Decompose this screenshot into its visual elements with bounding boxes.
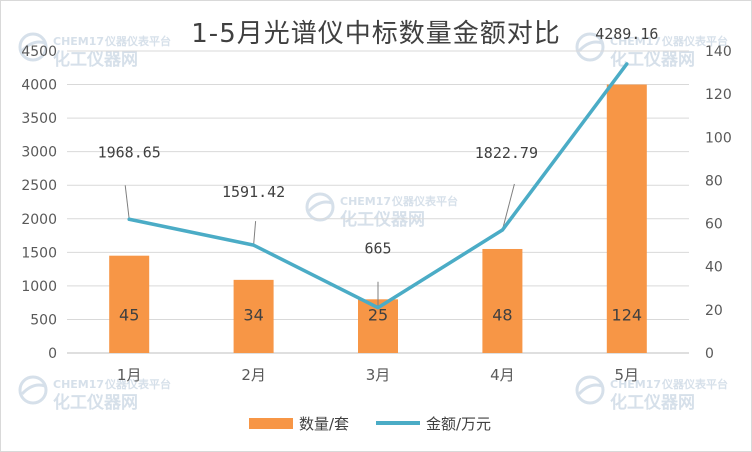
bar-labels: 45 34 25 48 124 (119, 305, 642, 324)
chart-title: 1-5月光谱仪中标数量金额对比 (191, 19, 561, 49)
watermark-small-text: 仪器仪表平台 (661, 34, 728, 48)
leader-lines (124, 183, 515, 308)
watermark-name: 化工仪器网 (610, 49, 695, 70)
watermark-swoosh-icon (577, 383, 603, 396)
bar-data-label: 34 (243, 305, 263, 324)
line-data-label: 1591.42 (222, 183, 285, 201)
watermark-name: 化工仪器网 (340, 209, 425, 230)
bar (606, 84, 647, 354)
watermark-swoosh-icon (20, 383, 46, 396)
leader-line (501, 183, 515, 231)
left-axis-tick-label: 2500 (21, 178, 57, 194)
right-axis-tick-label: 20 (705, 303, 723, 319)
x-axis-tick-label: 4月 (490, 366, 515, 384)
left-axis-tick-label: 4000 (21, 78, 57, 94)
watermark-logo-text: CHEM17 (610, 35, 661, 48)
left-axis-tick-label: 0 (48, 346, 57, 362)
line-data-label: 4289.16 (595, 25, 658, 43)
left-axis-tick-label: 1500 (21, 245, 57, 261)
x-axis-ticks: 1月 2月 3月 4月 5月 (117, 366, 639, 384)
watermark-logo-text: CHEM17 (340, 195, 391, 208)
legend-line-swatch (376, 421, 420, 425)
left-axis-ticks: 0 500 1000 1500 2000 2500 3000 3500 4000 4500 (21, 44, 57, 362)
right-axis-tick-label: 40 (705, 260, 723, 276)
watermark-name: 化工仪器网 (53, 49, 138, 70)
bar-data-label: 25 (368, 305, 388, 324)
legend-item-quantity: 数量/套 (249, 411, 349, 435)
x-axis-tick-label: 2月 (241, 366, 266, 384)
watermark-small-text: 仪器仪表平台 (104, 377, 171, 391)
watermark-name: 化工仪器网 (610, 392, 695, 411)
watermark-small-text: 仪器仪表平台 (104, 34, 171, 48)
legend: 数量/套 金额/万元 (1, 411, 751, 435)
left-axis-tick-label: 3000 (21, 145, 57, 161)
left-axis-tick-label: 2000 (21, 212, 57, 228)
watermark-logo-text: CHEM17 (53, 35, 104, 48)
watermark-small-text: 仪器仪表平台 (661, 377, 728, 391)
legend-bar-swatch (249, 417, 293, 429)
legend-item-amount: 金额/万元 (376, 411, 491, 435)
leader-line (253, 221, 257, 246)
watermark-small-text: 仪器仪表平台 (391, 194, 458, 208)
bar-series (109, 84, 647, 354)
left-axis-tick-label: 4500 (21, 44, 57, 60)
line-labels: 1968.65 1591.42 665 1822.79 4289.16 (98, 25, 659, 258)
bar-data-label: 48 (492, 305, 512, 324)
line-data-label: 665 (364, 240, 391, 258)
watermark-circle-icon (18, 32, 48, 62)
watermark-swoosh-icon (20, 40, 46, 53)
legend-label-amount: 金额/万元 (426, 414, 492, 433)
watermark-circle-icon (575, 32, 605, 62)
left-axis-tick-label: 3500 (21, 111, 57, 127)
watermark-circle-icon (575, 375, 605, 405)
line-data-label: 1968.65 (98, 143, 161, 161)
left-axis-tick-label: 500 (30, 312, 57, 328)
bar-data-label: 124 (612, 305, 643, 324)
watermark-circle-icon (18, 375, 48, 405)
right-axis-tick-label: 0 (705, 346, 714, 362)
bar (233, 279, 274, 353)
legend-label-quantity: 数量/套 (299, 414, 350, 433)
watermark-circle-icon (305, 192, 335, 222)
x-axis-tick-label: 5月 (615, 366, 640, 384)
right-axis-tick-label: 60 (705, 217, 723, 233)
bar (482, 248, 523, 353)
watermark-name: 化工仪器网 (53, 392, 138, 411)
line-data-label: 1822.79 (475, 144, 538, 162)
right-axis-tick-label: 100 (705, 130, 732, 146)
watermark-swoosh-icon (307, 200, 333, 213)
watermark-logo-text: CHEM17 (53, 378, 104, 391)
line-series (127, 62, 629, 310)
right-axis-tick-label: 140 (705, 44, 732, 60)
x-axis-tick-label: 3月 (366, 366, 391, 384)
line-amount (127, 62, 629, 310)
watermark-logo-text: CHEM17 (610, 378, 661, 391)
leader-line (124, 185, 130, 220)
right-axis-ticks: 0 20 40 60 80 100 120 140 (705, 44, 732, 362)
left-axis-tick-label: 1000 (21, 279, 57, 295)
x-axis-tick-label: 1月 (117, 366, 142, 384)
right-axis-tick-label: 120 (705, 87, 732, 103)
right-axis-tick-label: 80 (705, 173, 723, 189)
watermark-swoosh-icon (577, 40, 603, 53)
bar (109, 255, 150, 353)
bar-data-label: 45 (119, 305, 139, 324)
